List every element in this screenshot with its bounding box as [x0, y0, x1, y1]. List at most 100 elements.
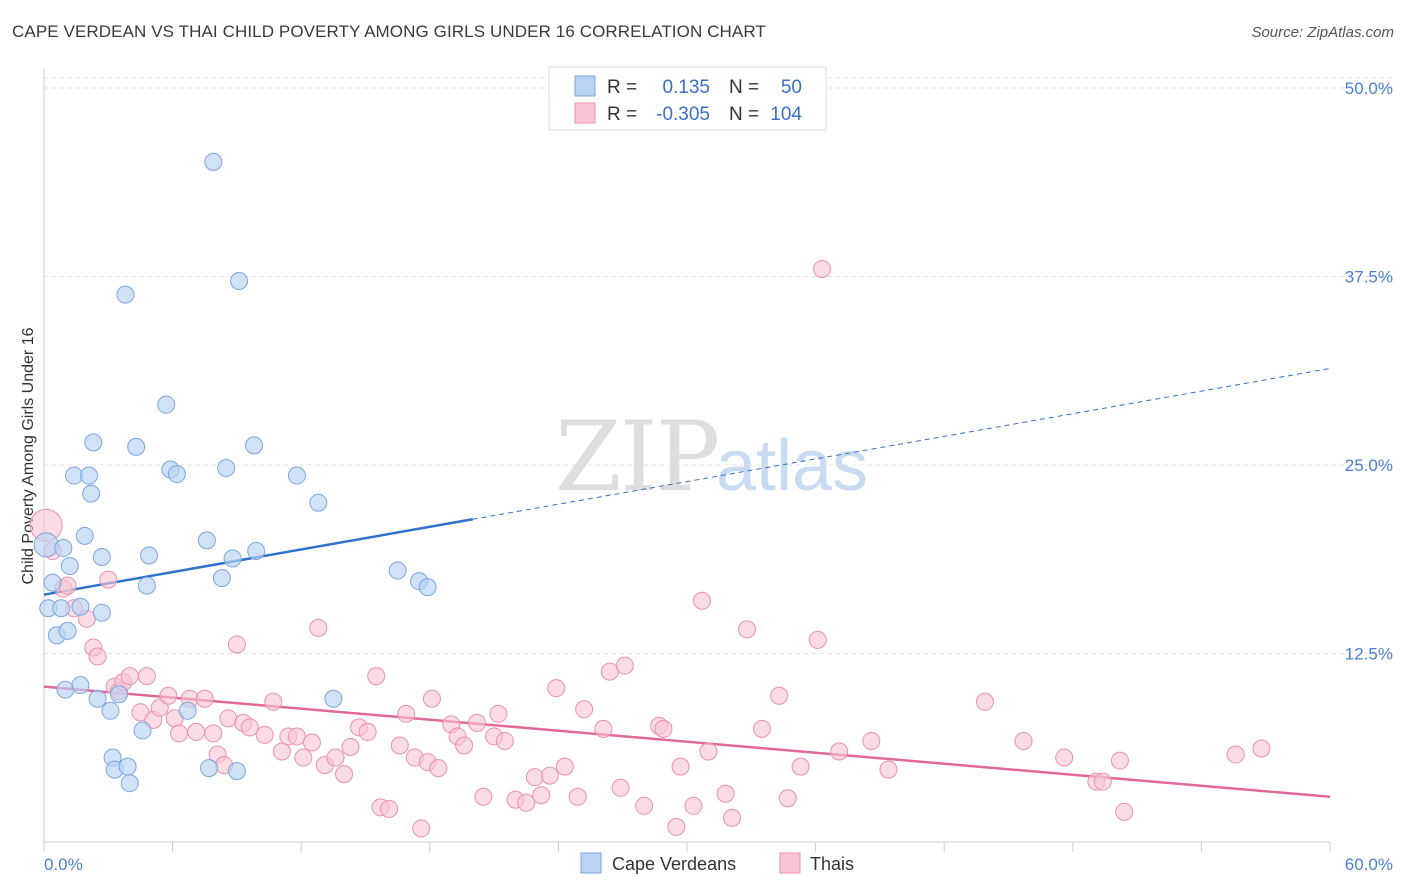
cape-verdean-point-28 — [137, 576, 156, 595]
trend-line-cape-verdeans-projection — [472, 367, 1331, 520]
thai-point-80 — [684, 796, 703, 815]
thai-point-57 — [467, 713, 486, 732]
cape-verdean-point-6 — [56, 680, 75, 699]
cape-verdean-point-39 — [223, 549, 242, 568]
cape-verdean-point-42 — [245, 436, 264, 455]
chart-source: Source: ZipAtlas.com — [1251, 24, 1394, 41]
bottom-legend: Cape Verdeans Thais — [580, 852, 854, 874]
thai-point-56 — [455, 736, 474, 755]
thai-point-101 — [1115, 802, 1134, 821]
thai-point-26 — [219, 709, 238, 728]
tick-labels: 12.5% 25.0% 37.5% 50.0% 0.0% 60.0% — [44, 79, 1393, 874]
thai-point-88 — [778, 789, 797, 808]
legend-r-value-0: 0.135 — [662, 77, 710, 98]
cape-verdean-point-7 — [58, 621, 77, 640]
thai-point-37 — [309, 618, 328, 637]
y-tick-label-0: 12.5% — [1345, 645, 1393, 664]
cape-verdean-point-24 — [118, 757, 137, 776]
watermark-zip: ZIP — [555, 401, 718, 513]
thai-point-71 — [594, 719, 613, 738]
cape-verdean-point-35 — [200, 759, 219, 778]
cape-verdean-point-12 — [75, 526, 94, 545]
watermark-atlas: atlas — [716, 426, 868, 506]
thai-point-63 — [517, 793, 536, 812]
y-tick-label-1: 25.0% — [1345, 456, 1393, 475]
cape-verdean-point-18 — [92, 603, 111, 622]
thai-point-97 — [1055, 748, 1074, 767]
cape-verdean-point-41 — [227, 762, 246, 781]
thai-point-35 — [294, 748, 313, 767]
cape-verdean-point-5 — [54, 538, 73, 557]
cape-verdean-point-47 — [388, 561, 407, 580]
bottom-legend-label-cape-verdeans: Cape Verdeans — [612, 854, 736, 874]
thai-point-22 — [195, 689, 214, 708]
cape-verdean-point-40 — [230, 272, 249, 291]
cape-verdean-point-45 — [309, 493, 328, 512]
thai-point-75 — [635, 796, 654, 815]
thai-point-46 — [380, 799, 399, 818]
thai-point-12 — [120, 667, 139, 686]
legend-swatch-cape-verdeans — [574, 75, 596, 97]
thai-point-64 — [525, 768, 544, 787]
thai-point-103 — [1252, 739, 1271, 758]
cape-verdean-point-46 — [324, 689, 343, 708]
thai-point-82 — [699, 742, 718, 761]
thai-point-79 — [671, 757, 690, 776]
thai-point-3 — [58, 576, 77, 595]
thai-point-58 — [474, 787, 493, 806]
cape-verdean-point-23 — [116, 285, 135, 304]
thai-point-32 — [272, 742, 291, 761]
thai-point-92 — [830, 742, 849, 761]
cape-verdean-point-36 — [204, 152, 223, 171]
cape-verdean-point-14 — [82, 484, 101, 503]
cape-verdean-point-25 — [120, 774, 139, 793]
legend-box: R = 0.135 N = 50 R = -0.305 N = 104 — [548, 66, 827, 131]
cape-verdean-point-9 — [65, 466, 84, 485]
legend-swatch-thais — [574, 102, 596, 124]
thai-point-69 — [568, 787, 587, 806]
thai-point-81 — [693, 591, 712, 610]
cape-verdean-point-38 — [217, 459, 236, 478]
thai-point-27 — [227, 635, 246, 654]
thai-point-14 — [137, 667, 156, 686]
legend-r-value-1: -0.305 — [656, 104, 710, 125]
cape-verdean-point-2 — [43, 573, 62, 592]
cape-verdean-point-15 — [84, 433, 103, 452]
bottom-legend-label-thais: Thais — [810, 854, 854, 874]
thai-point-30 — [255, 725, 274, 744]
cape-verdean-point-4 — [52, 599, 71, 618]
thai-point-61 — [495, 731, 514, 750]
legend-n-value-1: 104 — [770, 104, 802, 125]
cape-verdean-point-30 — [157, 395, 176, 414]
bottom-legend-swatch-thais — [779, 852, 801, 874]
x-tick-label-1: 60.0% — [1345, 855, 1393, 874]
thai-point-21 — [187, 722, 206, 741]
cape-verdean-point-17 — [92, 547, 111, 566]
thai-point-40 — [335, 765, 354, 784]
thai-point-74 — [615, 656, 634, 675]
thai-point-91 — [813, 259, 832, 278]
cape-verdean-point-0 — [33, 532, 59, 558]
thai-point-7 — [88, 647, 107, 666]
legend-r-label-1: R = — [607, 104, 637, 125]
thai-point-65 — [532, 786, 551, 805]
cape-verdean-point-11 — [71, 676, 90, 695]
thai-point-17 — [159, 686, 178, 705]
thai-point-100 — [1093, 772, 1112, 791]
y-tick-label-3: 50.0% — [1345, 79, 1393, 98]
legend-r-label-0: R = — [607, 77, 637, 98]
chart-title: CAPE VERDEAN VS THAI CHILD POVERTY AMONG… — [12, 22, 766, 41]
legend-n-value-0: 50 — [781, 77, 802, 98]
thai-point-47 — [390, 736, 409, 755]
cape-verdean-point-49 — [418, 578, 437, 597]
thai-point-83 — [716, 784, 735, 803]
data-points — [29, 152, 1271, 838]
thai-point-87 — [770, 686, 789, 705]
thai-point-89 — [791, 757, 810, 776]
thai-point-39 — [326, 748, 345, 767]
thai-point-52 — [422, 689, 441, 708]
cape-verdean-point-44 — [287, 466, 306, 485]
thai-point-53 — [429, 759, 448, 778]
thai-point-95 — [975, 692, 994, 711]
